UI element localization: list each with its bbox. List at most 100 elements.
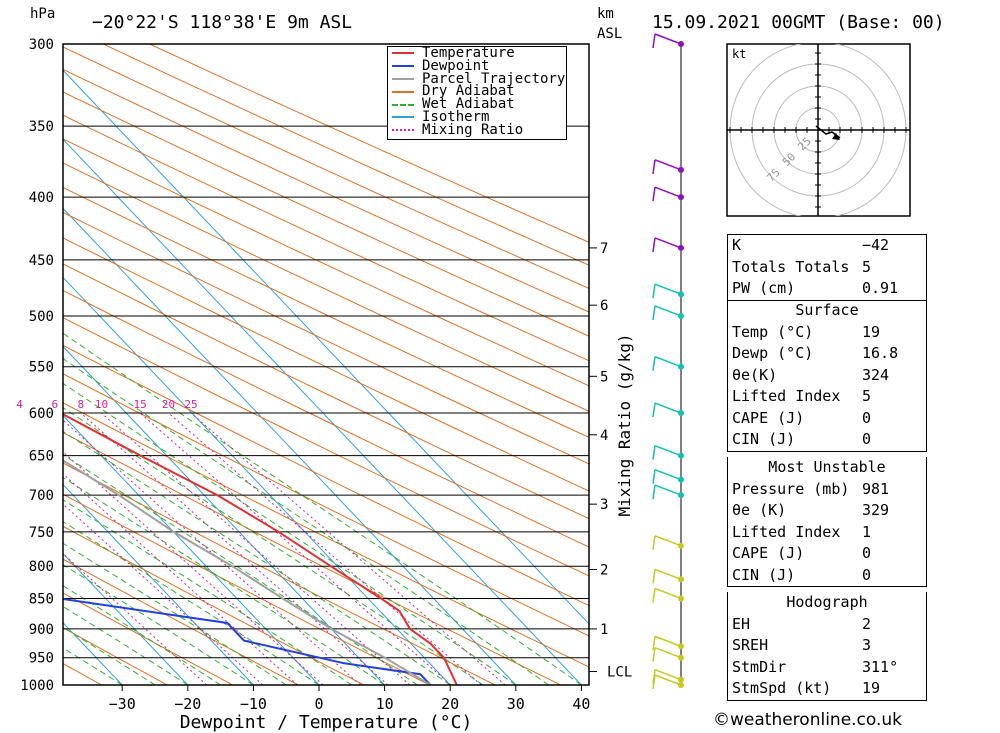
surface-row: θe(K) 324 [732, 365, 890, 384]
hodo-row: StmDir 311° [732, 657, 899, 676]
wind-barb-shaft [654, 646, 682, 659]
footer-credit[interactable]: ©weatheronline.co.uk [713, 710, 903, 730]
wind-barb-shaft [654, 33, 682, 45]
wind-barb-flag [652, 305, 656, 321]
index-row: Totals Totals 5 [732, 257, 872, 276]
wind-barb-flag [652, 284, 656, 299]
wind-barb-flag [652, 669, 656, 684]
hodograph-table: Hodograph EH 2 SREH 3 StmDir 311° StmSpd (k… [727, 592, 927, 701]
km-tick-label: 1 [600, 622, 608, 638]
dry-adiabat-line [63, 68, 589, 313]
datetime-label: 15.09.2021 00GMT (Base: 00) [652, 12, 945, 33]
pressure-tick-label: 850 [29, 591, 54, 607]
dry-adiabat-line [63, 162, 589, 412]
location-title: −20°22'S 118°38'E 9m ASL [92, 12, 353, 33]
mixing-ratio-label: 6 [52, 398, 59, 411]
mixing-ratio-label: 20 [162, 398, 175, 411]
surface-row: Lifted Index 5 [732, 387, 872, 405]
mixing-ratio-label: 25 [184, 398, 197, 411]
wind-barb-flag [652, 674, 656, 690]
x-tick-label: 40 [572, 695, 590, 713]
wet-adiabat-line [63, 382, 517, 685]
km-tick-label: LCL [607, 665, 632, 681]
most-unstable-title: Most Unstable [768, 458, 886, 476]
index-row: K −42 [732, 236, 890, 254]
mu-row: Lifted Index 1 [732, 522, 872, 541]
legend-label: Dewpoint [422, 57, 490, 74]
wet-adiabat-line [63, 585, 221, 685]
wind-barb-shaft [654, 587, 682, 600]
wind-barb-flag [652, 237, 656, 253]
wind-barb-shaft [654, 568, 682, 581]
legend-swatch [392, 52, 414, 55]
parcel-trajectory-line [63, 459, 432, 685]
wind-barb-shaft [654, 237, 682, 249]
legend-swatch [392, 103, 414, 106]
mixing-ratio-label: 4 [16, 398, 23, 411]
legend-label: Wet Adiabat [422, 96, 515, 113]
legend-swatch [392, 116, 414, 119]
isotherm-line [63, 414, 320, 685]
surface-row: CAPE (J) 0 [732, 408, 872, 427]
dewpoint-line [63, 597, 432, 685]
wet-adiabat-line [63, 626, 156, 685]
x-axis-label: Dewpoint / Temperature (°C) [180, 712, 473, 733]
wind-barb-flag [652, 356, 656, 371]
surface-row: CIN (J) 0 [732, 430, 872, 448]
x-tick-label: −20 [174, 695, 201, 713]
wind-barb-flag [652, 469, 656, 484]
pressure-tick-label: 700 [29, 488, 54, 504]
dry-adiabat-line [63, 186, 589, 438]
mixing-ratio-label: 8 [77, 398, 84, 411]
wind-barb-flag [652, 484, 656, 500]
wind-barb-shaft [654, 159, 682, 171]
dry-adiabat-line [63, 91, 589, 337]
mu-row: θe (K) 329 [732, 501, 890, 519]
mixing-ratio-line [63, 419, 361, 685]
mixing-ratio-line [190, 412, 506, 685]
dry-adiabat-line [63, 402, 589, 668]
wind-barb-flag [652, 647, 656, 662]
dry-adiabat-line [63, 46, 589, 289]
temperature-line [63, 413, 458, 685]
isotherm-line [63, 552, 189, 685]
mixing-ratio-line [101, 412, 411, 685]
dry-adiabat-line [63, 627, 168, 685]
wind-barb-shaft [654, 444, 682, 457]
km-label: km [597, 6, 614, 22]
wind-barb-flag [652, 159, 656, 174]
legend-label: Parcel Trajectory [422, 70, 566, 87]
wind-barb-shaft [654, 402, 682, 414]
km-tick-label: 3 [600, 497, 608, 513]
hodo-row: EH 2 [732, 614, 872, 633]
legend-swatch [392, 90, 414, 93]
pressure-tick-label: 450 [29, 253, 54, 269]
wind-barb-shaft [654, 635, 682, 648]
wind-barb-shaft [654, 305, 682, 317]
isotherm-line [63, 69, 589, 625]
mu-row: CAPE (J) 0 [732, 544, 872, 562]
mixing-ratio-line [139, 412, 452, 685]
hodograph-unit-label: kt [732, 47, 746, 61]
wet-adiabat-line [63, 476, 385, 685]
indices-table: K −42 Totals Totals 5 PW (cm) 0.91 [727, 234, 927, 301]
wind-barb-shaft [654, 668, 682, 681]
isotherm-line [63, 138, 582, 685]
dry-adiabat-line [63, 558, 299, 685]
legend-item: Mixing Ratio [388, 123, 566, 137]
legend-swatch [392, 129, 414, 132]
isotherm-line [63, 345, 385, 685]
legend-item: Isotherm [388, 108, 566, 125]
surface-row: Dewp (°C) 16.8 [732, 344, 899, 362]
km-tick-label: 5 [600, 369, 608, 385]
isotherm-line [63, 207, 517, 685]
wind-barb-flag [652, 33, 656, 49]
legend-label: Isotherm [422, 108, 490, 125]
x-tick-label: 30 [507, 695, 525, 713]
wind-barb-shaft [654, 535, 682, 547]
wind-barb-flag [652, 445, 656, 460]
km-tick-label: 4 [600, 428, 608, 444]
wind-barb-shaft [654, 283, 682, 295]
pressure-tick-label: 900 [29, 622, 54, 638]
